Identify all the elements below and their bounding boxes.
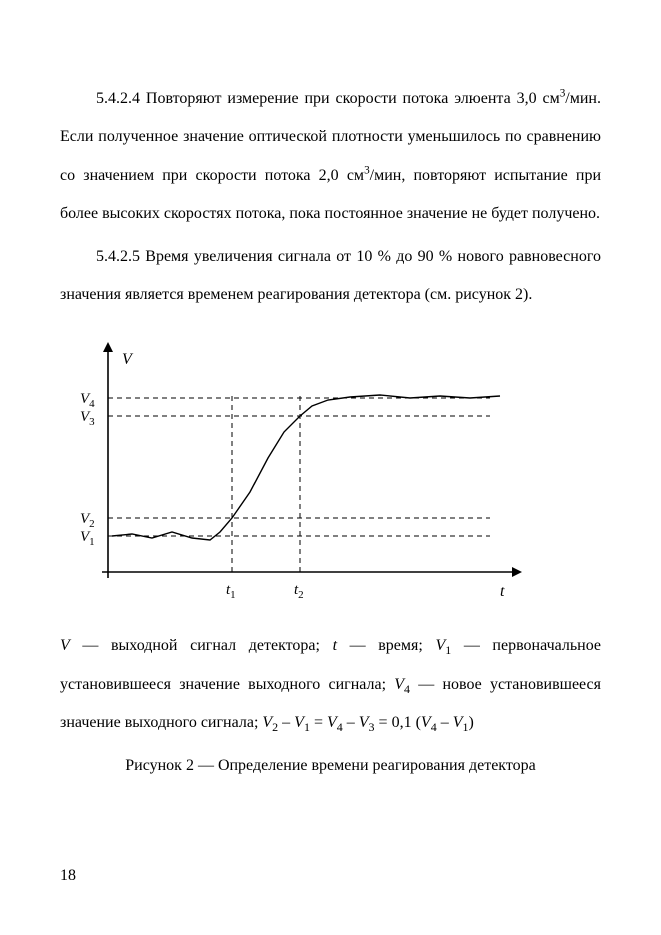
text: — выходной сигнал детектора; — [70, 637, 333, 654]
text: ) — [468, 714, 473, 731]
paragraph-5-4-2-5: 5.4.2.5 Время увеличения сигнала от 10 %… — [60, 238, 601, 315]
response-time-chart: Vt V4V3 V2V1 t1 t2 — [60, 332, 530, 612]
text: – — [437, 714, 453, 731]
svg-text:V4: V4 — [80, 391, 95, 410]
figure-caption: Рисунок 2 — Определение времени реагиров… — [60, 757, 601, 775]
text: 5.4.2.4 Повторяют измерение при скорости… — [96, 90, 560, 107]
var-V3: V — [359, 714, 369, 731]
text: – — [343, 714, 359, 731]
var-V1b: V — [294, 714, 304, 731]
svg-text:V: V — [122, 351, 134, 368]
text: = — [310, 714, 327, 731]
page: 5.4.2.4 Повторяют измерение при скорости… — [0, 0, 661, 935]
svg-text:t2: t2 — [294, 582, 304, 601]
var-V2: V — [262, 714, 272, 731]
var-V: V — [60, 637, 70, 654]
var-V1: V — [435, 637, 445, 654]
var-V4b: V — [327, 714, 337, 731]
text: = 0,1 ( — [375, 714, 421, 731]
text: – — [278, 714, 294, 731]
text: — время; — [337, 637, 435, 654]
figure-2: Vt V4V3 V2V1 t1 t2 — [60, 332, 601, 617]
svg-text:V1: V1 — [80, 529, 95, 548]
var-V4c: V — [421, 714, 431, 731]
caption-text: Рисунок 2 — Определение времени реагиров… — [125, 757, 536, 774]
svg-text:t1: t1 — [226, 582, 236, 601]
var-V4: V — [394, 676, 404, 693]
svg-text:t: t — [500, 583, 505, 600]
svg-text:V2: V2 — [80, 511, 95, 530]
svg-text:V3: V3 — [80, 409, 95, 428]
text: 5.4.2.5 Время увеличения сигнала от 10 %… — [60, 248, 601, 303]
paragraph-5-4-2-4: 5.4.2.4 Повторяют измерение при скорости… — [60, 80, 601, 234]
page-number: 18 — [60, 867, 76, 885]
var-V1c: V — [453, 714, 463, 731]
figure-legend: V — выходной сигнал детектора; t — время… — [60, 627, 601, 742]
page-number-text: 18 — [60, 867, 76, 884]
